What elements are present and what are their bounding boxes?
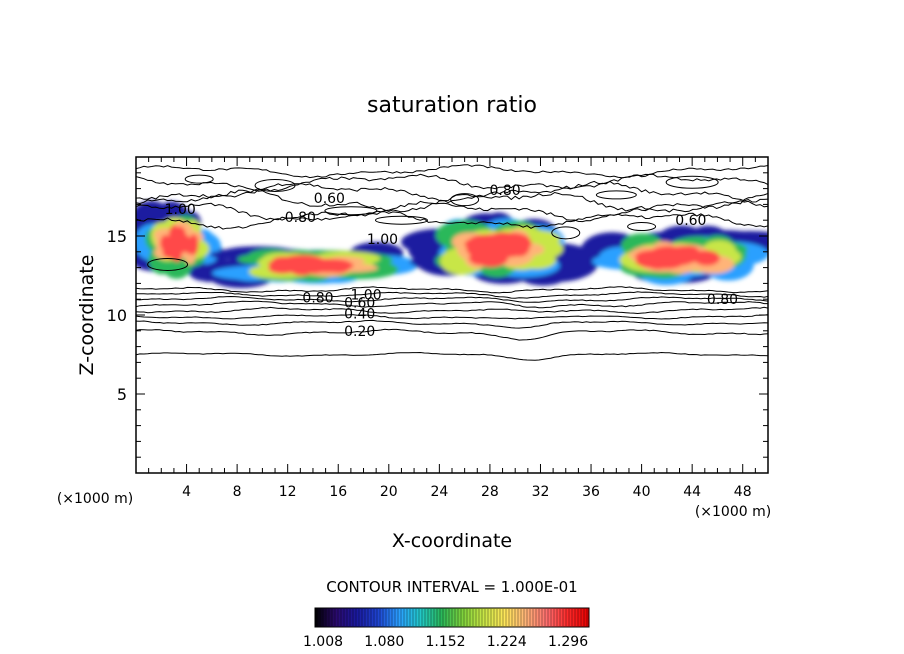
x-tick-label: 32 <box>532 484 550 500</box>
x-tick-label: 16 <box>329 484 347 500</box>
contour-loop <box>147 257 189 271</box>
contour-lines <box>136 164 768 361</box>
contour-value-label: 1.00 <box>350 287 381 303</box>
contour-line <box>136 306 768 315</box>
cloud-cell <box>166 234 184 256</box>
cloud-field <box>136 200 768 288</box>
contour-line <box>136 291 768 299</box>
contour-loop <box>254 178 296 192</box>
x-tick-label: 48 <box>734 484 752 500</box>
cloud-cell <box>488 243 525 258</box>
x-tick-label: 28 <box>481 484 499 500</box>
chart-title: saturation ratio <box>367 93 537 118</box>
x-axis-label: X-coordinate <box>392 530 512 552</box>
contour-line <box>136 295 768 303</box>
contour-loop <box>665 175 719 189</box>
colorbar-tick-label: 1.224 <box>487 634 527 650</box>
contour-line <box>136 286 768 294</box>
contour-line <box>136 200 768 223</box>
contour-line <box>136 173 768 192</box>
x-tick-label: 8 <box>233 484 242 500</box>
colorbar-labels: 1.008 1.080 1.152 1.224 1.296 <box>303 634 588 650</box>
contour-value-label: 0.80 <box>302 291 333 307</box>
plot-background <box>136 157 768 473</box>
contour-line <box>136 319 768 329</box>
colorbar-tick-label: 1.080 <box>364 634 404 650</box>
x-tick-labels: 4 8 12 16 20 24 28 32 36 40 44 48 <box>182 484 752 500</box>
contour-loop <box>374 215 428 225</box>
contour-value-label: 0.80 <box>285 210 316 226</box>
cloud-cell <box>677 245 699 256</box>
cloud-cell <box>184 239 197 255</box>
x-unit-label-left: (×1000 m) <box>57 491 133 507</box>
y-axis-label: Z-coordinate <box>76 255 98 376</box>
colorbar-tick-label: 1.152 <box>425 634 465 650</box>
contour-value-label: 0.60 <box>314 191 345 207</box>
x-tick-label: 4 <box>182 484 191 500</box>
contour-line <box>136 300 768 309</box>
supersaturation-fill <box>136 200 768 288</box>
colorbar-tick-label: 1.296 <box>548 634 588 650</box>
colorbar-gradient <box>315 608 589 627</box>
y-tick-labels: 5 10 15 <box>107 227 127 404</box>
y-tick-label: 10 <box>107 306 127 325</box>
colorbar: 1.008 1.080 1.152 1.224 1.296 <box>303 607 590 650</box>
contour-value-label: 0.60 <box>344 295 375 311</box>
contour-line <box>136 314 768 320</box>
y-tick-label: 15 <box>107 227 127 246</box>
cloud-cell <box>464 238 492 250</box>
x-tick-label: 36 <box>582 484 600 500</box>
x-tick-label: 20 <box>380 484 398 500</box>
contour-value-label: 0.40 <box>344 306 375 322</box>
cloud-cell <box>320 260 354 271</box>
x-unit-label-right: (×1000 m) <box>695 504 771 520</box>
colorbar-stripes <box>316 609 588 626</box>
cloud-cell <box>649 246 687 263</box>
contour-loop <box>184 174 214 184</box>
colorbar-tick-label: 1.008 <box>303 634 343 650</box>
cloud-cell <box>694 250 720 266</box>
contour-value-label: 1.00 <box>165 202 196 218</box>
x-tick-label: 24 <box>430 484 448 500</box>
x-tick-label: 44 <box>683 484 701 500</box>
axis-ticks <box>136 157 768 473</box>
contour-interval-note: CONTOUR INTERVAL = 1.000E-01 <box>326 578 577 596</box>
contour-line <box>136 351 768 361</box>
contour-line <box>136 164 768 179</box>
x-tick-label: 40 <box>633 484 651 500</box>
contour-line <box>136 210 768 230</box>
contour-loop <box>551 226 581 240</box>
contour-value-label: 0.80 <box>490 183 521 199</box>
y-tick-label: 5 <box>117 385 127 404</box>
cloud-cell <box>272 256 295 266</box>
contour-loop <box>450 193 480 207</box>
contour-line <box>136 328 768 341</box>
contour-value-label: 0.80 <box>707 292 738 308</box>
plot-area: 0.600.801.001.000.800.600.80 1.000.600.40… <box>135 156 769 474</box>
contour-loop <box>324 206 378 216</box>
contour-line <box>136 180 768 204</box>
contour-value-label: 1.00 <box>367 232 398 248</box>
cloud-cell <box>469 251 492 265</box>
contour-loop <box>595 190 637 200</box>
contour-value-label: 0.60 <box>675 213 706 229</box>
cloud-cell <box>290 264 314 276</box>
x-tick-label: 12 <box>279 484 297 500</box>
contour-labels: 0.600.801.001.000.800.600.80 1.000.600.40… <box>165 183 738 340</box>
colorbar-frame <box>314 607 590 628</box>
contour-value-label: 0.20 <box>344 324 375 340</box>
contour-loop <box>627 222 657 232</box>
